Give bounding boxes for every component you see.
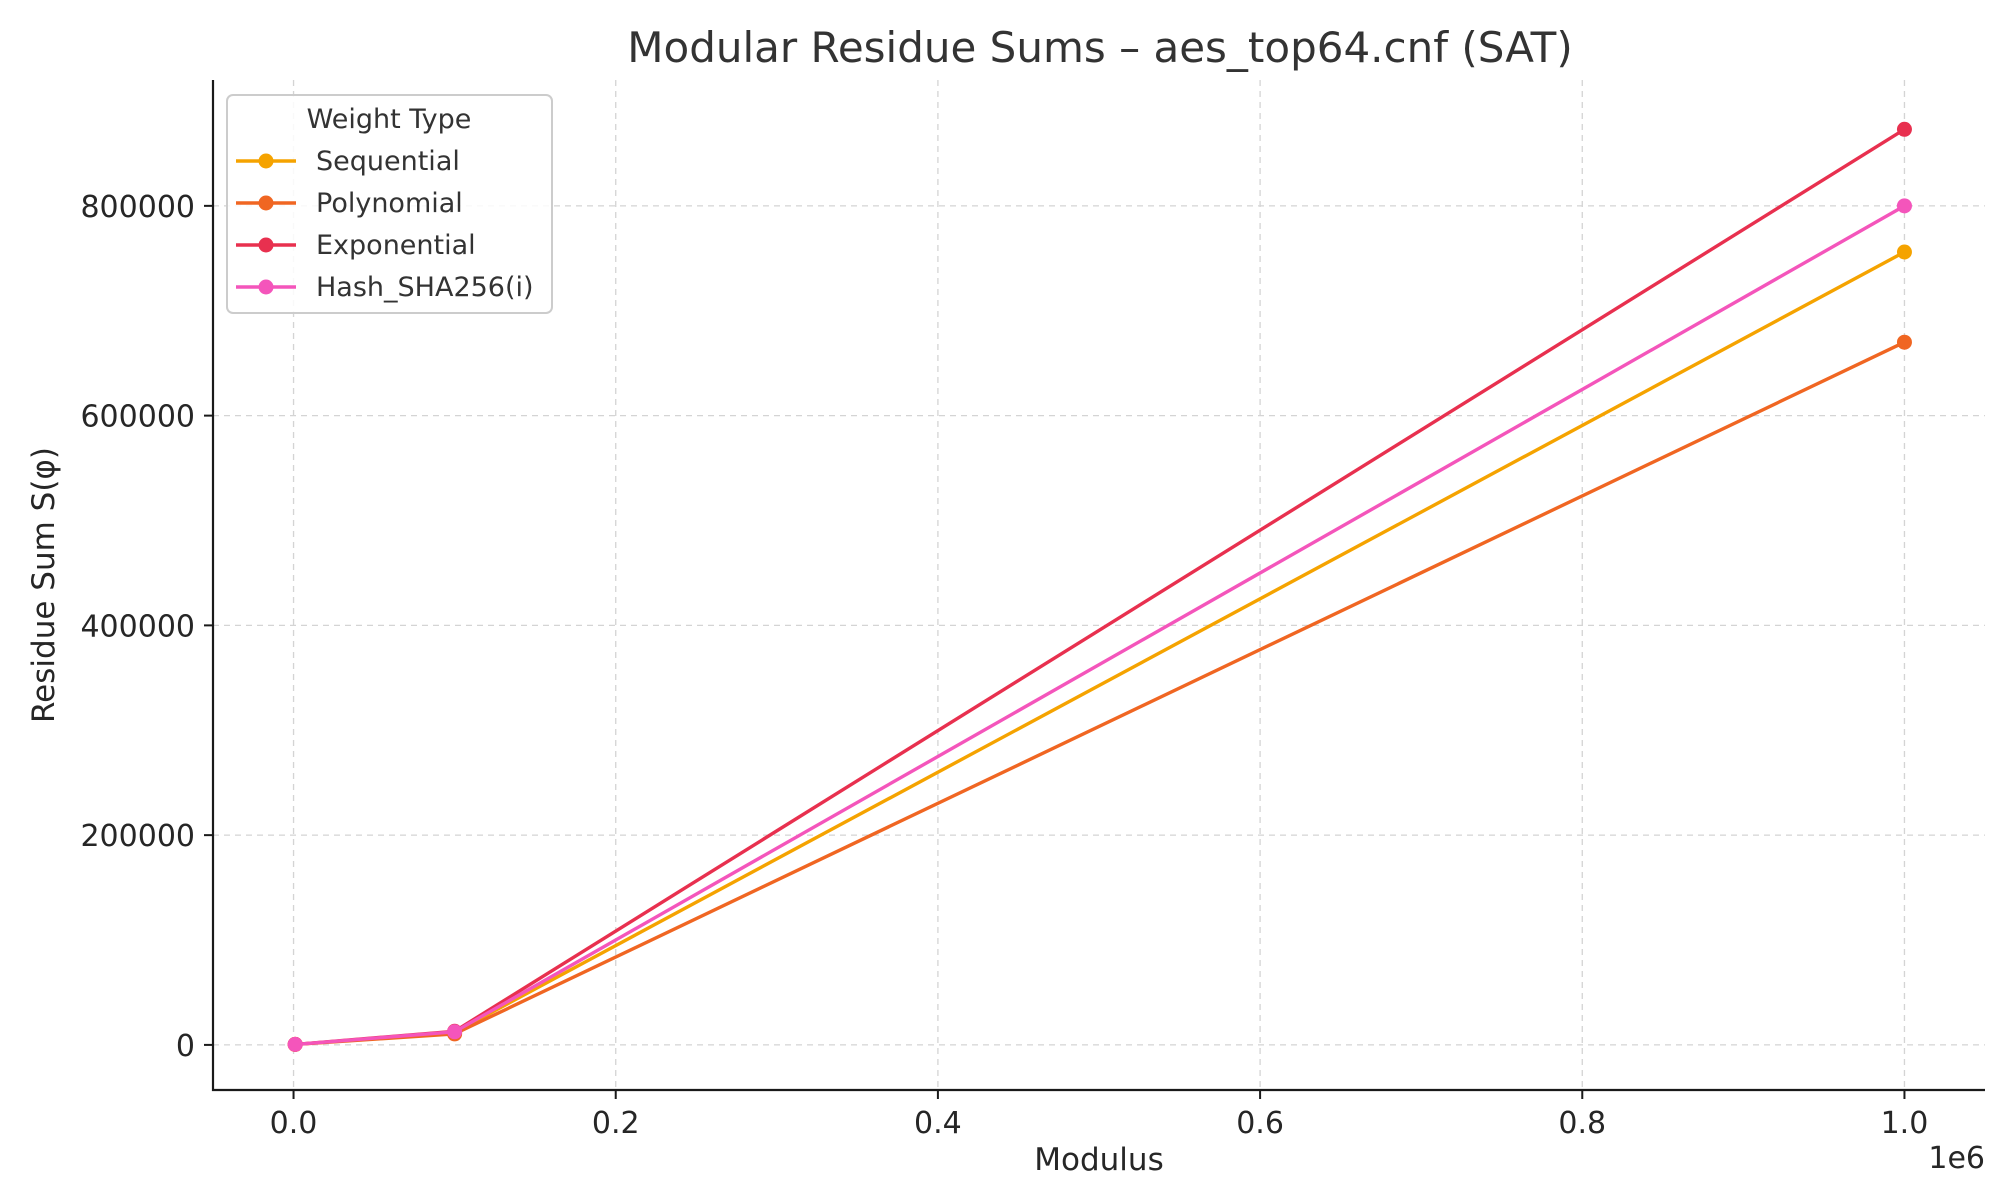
y-tick-label: 400000 <box>80 609 195 644</box>
legend-label: Sequential <box>316 146 460 177</box>
series-line <box>295 340 1906 1047</box>
legend-entry: Sequential <box>236 146 460 177</box>
legend-label: Hash_SHA256(i) <box>316 272 534 303</box>
chart-title: Modular Residue Sums – aes_top64.cnf (SA… <box>627 23 1572 72</box>
x-tick-label: 1.0 <box>1881 1106 1929 1141</box>
y-axis-title: Residue Sum S(φ) <box>26 447 62 723</box>
x-tick-label: 0.6 <box>1236 1106 1284 1141</box>
axis-spines <box>211 80 1985 1092</box>
data-point <box>1896 198 1912 214</box>
data-point <box>447 1024 463 1040</box>
legend-title: Weight Type <box>307 104 472 135</box>
legend-marker <box>258 195 274 211</box>
legend-entry: Exponential <box>236 230 476 261</box>
data-point <box>1896 244 1912 260</box>
legend-marker <box>258 237 274 253</box>
legend-entry: Hash_SHA256(i) <box>236 272 534 303</box>
data-point <box>1896 121 1912 137</box>
y-tick-label: 800000 <box>80 190 195 225</box>
legend-entries: Sequential Polynomial Exponential Hash_SHA2… <box>236 146 534 303</box>
series-sequential <box>287 244 1912 1052</box>
data-point <box>287 1036 303 1052</box>
y-tick-label: 600000 <box>80 400 195 435</box>
y-tick-label: 200000 <box>80 819 195 854</box>
series-hash-sha256-i- <box>287 198 1912 1052</box>
x-tick-label: 0.0 <box>270 1106 318 1141</box>
y-tick-label: 0 <box>176 1029 195 1064</box>
x-tick-label: 0.8 <box>1558 1106 1606 1141</box>
series-polynomial <box>287 334 1912 1052</box>
x-axis-title: Modulus <box>1034 1142 1163 1178</box>
legend-frame <box>226 94 553 314</box>
axes <box>211 80 1985 1092</box>
legend-label: Polynomial <box>316 188 463 219</box>
x-tick-label: 0.4 <box>914 1106 962 1141</box>
y-axis-ticks: 0 200000 400000 600000 800000 <box>80 190 213 1064</box>
x-axis-offset-label: 1e6 <box>1928 1141 1985 1176</box>
series-lines <box>287 121 1912 1052</box>
legend-marker <box>258 153 274 169</box>
x-tick-label: 0.2 <box>592 1106 640 1141</box>
legend-marker <box>258 279 274 295</box>
series-line <box>295 250 1906 1047</box>
legend-label: Exponential <box>316 230 476 261</box>
legend-entry: Polynomial <box>236 188 463 219</box>
data-point <box>1896 334 1912 350</box>
x-axis-ticks: 0.0 0.2 0.4 0.6 0.8 1.0 <box>270 1090 1929 1141</box>
legend: Weight Type Sequential Polynomial Exponent… <box>226 94 553 314</box>
grid-lines <box>213 80 1985 1090</box>
